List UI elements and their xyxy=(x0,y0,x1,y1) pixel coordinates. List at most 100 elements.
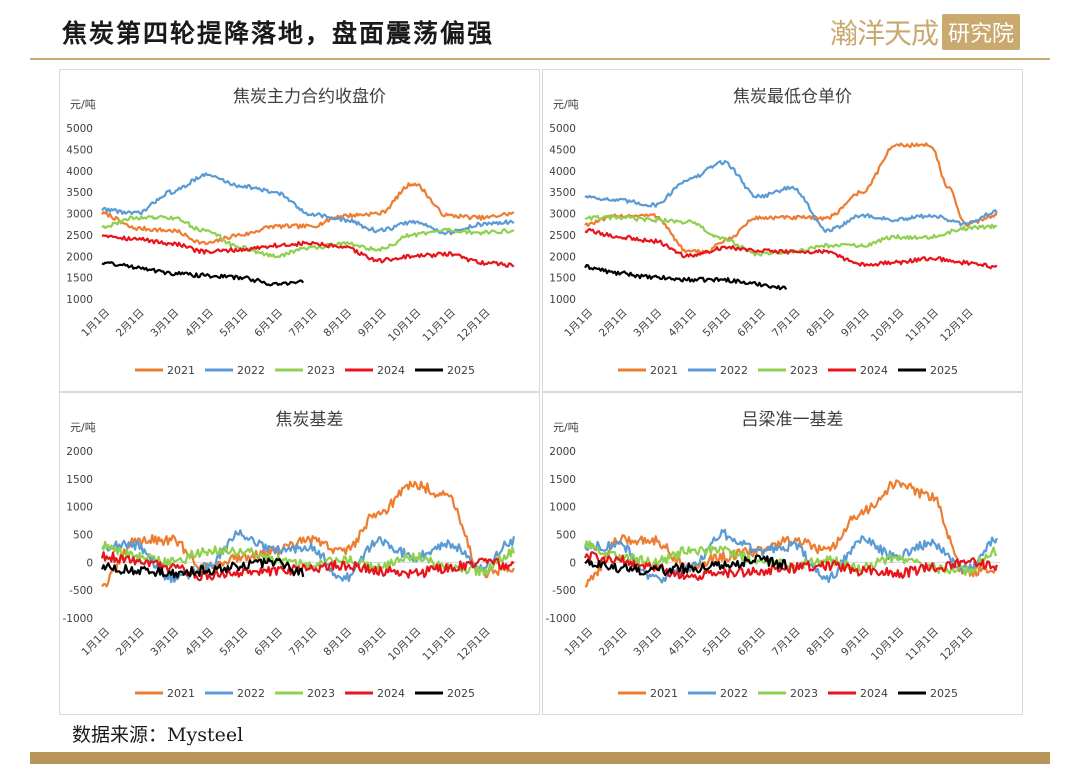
chart-title: 焦炭最低仓单价 xyxy=(733,87,852,107)
y-tick-label: 1000 xyxy=(549,294,576,306)
x-tick-label: 4月1日 xyxy=(666,626,699,659)
source-value: Mysteel xyxy=(167,724,244,746)
legend-label-2025: 2025 xyxy=(447,364,475,377)
x-tick-label: 10月1日 xyxy=(386,307,424,345)
brand-logo: 瀚洋天成 研究院 xyxy=(830,12,1040,52)
x-tick-label: 11月1日 xyxy=(420,307,458,345)
x-tick-label: 4月1日 xyxy=(183,626,216,659)
series-line-2025 xyxy=(584,554,788,577)
y-tick-label: 2000 xyxy=(66,251,93,263)
x-tick-label: 2月1日 xyxy=(597,626,630,659)
x-tick-label: 3月1日 xyxy=(631,626,664,659)
chart-panel-lvliang-basis: 吕梁准一基差 元/吨 -1000 -500 0 500 1000 1500 2000 1月1日 2月… xyxy=(542,392,1023,715)
source-label: 数据来源： xyxy=(72,724,168,746)
legend-label-2022: 2022 xyxy=(720,687,748,700)
series-line-2024 xyxy=(584,227,998,270)
y-tick-label: 2000 xyxy=(66,446,93,458)
y-tick-label: -1000 xyxy=(545,613,576,625)
x-tick-label: 8月1日 xyxy=(321,307,354,340)
y-tick-label: 4500 xyxy=(549,144,576,156)
chart-panel-coke-main-contract: 焦炭主力合约收盘价 元/吨 1000 1500 2000 2500 3000 3500 4000… xyxy=(59,69,540,392)
y-tick-label: 1000 xyxy=(66,294,93,306)
legend-label-2022: 2022 xyxy=(237,687,265,700)
y-tick-label: 1500 xyxy=(66,273,93,285)
x-tick-label: 6月1日 xyxy=(252,626,285,659)
legend-label-2023: 2023 xyxy=(307,687,335,700)
series-line-2021 xyxy=(101,480,515,588)
footer-bar xyxy=(30,752,1050,764)
y-tick-label: 1500 xyxy=(549,273,576,285)
x-tick-label: 10月1日 xyxy=(386,626,424,664)
legend-label-2021: 2021 xyxy=(650,687,678,700)
legend-label-2024: 2024 xyxy=(860,364,888,377)
x-tick-label: 7月1日 xyxy=(770,307,803,340)
x-tick-label: 1月1日 xyxy=(79,307,112,340)
y-tick-label: 2000 xyxy=(549,446,576,458)
series-line-2022 xyxy=(101,172,515,236)
x-tick-label: 3月1日 xyxy=(631,307,664,340)
legend-label-2023: 2023 xyxy=(307,364,335,377)
y-tick-label: -500 xyxy=(69,585,93,597)
legend-label-2024: 2024 xyxy=(377,687,405,700)
series-line-2024 xyxy=(100,551,515,582)
x-tick-label: 2月1日 xyxy=(597,307,630,340)
series-line-2022 xyxy=(102,529,515,584)
series-line-2024 xyxy=(583,551,998,581)
y-tick-label: 2500 xyxy=(66,230,93,242)
x-tick-label: 5月1日 xyxy=(218,307,251,340)
y-unit-label: 元/吨 xyxy=(553,421,579,434)
x-tick-label: 12月1日 xyxy=(455,307,493,345)
series-line-2021 xyxy=(584,142,998,255)
legend-label-2024: 2024 xyxy=(860,687,888,700)
x-tick-label: 1月1日 xyxy=(79,626,112,659)
x-tick-label: 8月1日 xyxy=(804,307,837,340)
series-line-2021 xyxy=(101,182,515,246)
x-tick-label: 11月1日 xyxy=(420,626,458,664)
y-unit-label: 元/吨 xyxy=(70,98,96,111)
x-tick-label: 7月1日 xyxy=(287,626,320,659)
y-tick-label: 3500 xyxy=(66,187,93,199)
legend-label-2025: 2025 xyxy=(930,364,958,377)
x-tick-label: 9月1日 xyxy=(839,307,872,340)
x-tick-label: 10月1日 xyxy=(869,307,907,345)
chart-panel-coke-min-warehouse: 焦炭最低仓单价 元/吨 1000 1500 2000 2500 3000 3500 4000 45… xyxy=(542,69,1023,392)
y-unit-label: 元/吨 xyxy=(553,98,579,111)
legend-label-2024: 2024 xyxy=(377,364,405,377)
x-tick-label: 6月1日 xyxy=(735,626,768,659)
x-tick-label: 9月1日 xyxy=(356,307,389,340)
y-tick-label: 1000 xyxy=(66,502,93,514)
x-tick-label: 5月1日 xyxy=(701,307,734,340)
x-tick-label: 7月1日 xyxy=(287,307,320,340)
x-tick-label: 8月1日 xyxy=(804,626,837,659)
x-tick-label: 1月1日 xyxy=(562,626,595,659)
chart-panel-coke-basis: 焦炭基差 元/吨 -1000 -500 0 500 1000 1500 2000 1月1日 2月1日… xyxy=(59,392,540,715)
legend-label-2023: 2023 xyxy=(790,364,818,377)
x-tick-label: 9月1日 xyxy=(839,626,872,659)
series-line-2023 xyxy=(101,214,515,259)
y-tick-label: 0 xyxy=(86,557,93,569)
x-tick-label: 12月1日 xyxy=(938,626,976,664)
series-line-2025 xyxy=(584,264,788,291)
x-tick-label: 7月1日 xyxy=(770,626,803,659)
x-tick-label: 6月1日 xyxy=(252,307,285,340)
x-tick-label: 4月1日 xyxy=(183,307,216,340)
x-tick-label: 3月1日 xyxy=(148,626,181,659)
y-tick-label: 4000 xyxy=(66,166,93,178)
y-tick-label: 3000 xyxy=(549,209,576,221)
series-line-2025 xyxy=(100,557,305,579)
series-line-2021 xyxy=(584,479,998,588)
y-tick-label: 2000 xyxy=(549,251,576,263)
brand-stamp: 研究院 xyxy=(942,14,1021,50)
x-tick-label: 4月1日 xyxy=(666,307,699,340)
x-tick-label: 2月1日 xyxy=(114,307,147,340)
y-tick-label: 500 xyxy=(73,530,93,542)
x-tick-label: 12月1日 xyxy=(938,307,976,345)
x-tick-label: 5月1日 xyxy=(218,626,251,659)
x-tick-label: 12月1日 xyxy=(455,626,493,664)
x-tick-label: 8月1日 xyxy=(321,626,354,659)
x-tick-label: 10月1日 xyxy=(869,626,907,664)
x-tick-label: 3月1日 xyxy=(148,307,181,340)
